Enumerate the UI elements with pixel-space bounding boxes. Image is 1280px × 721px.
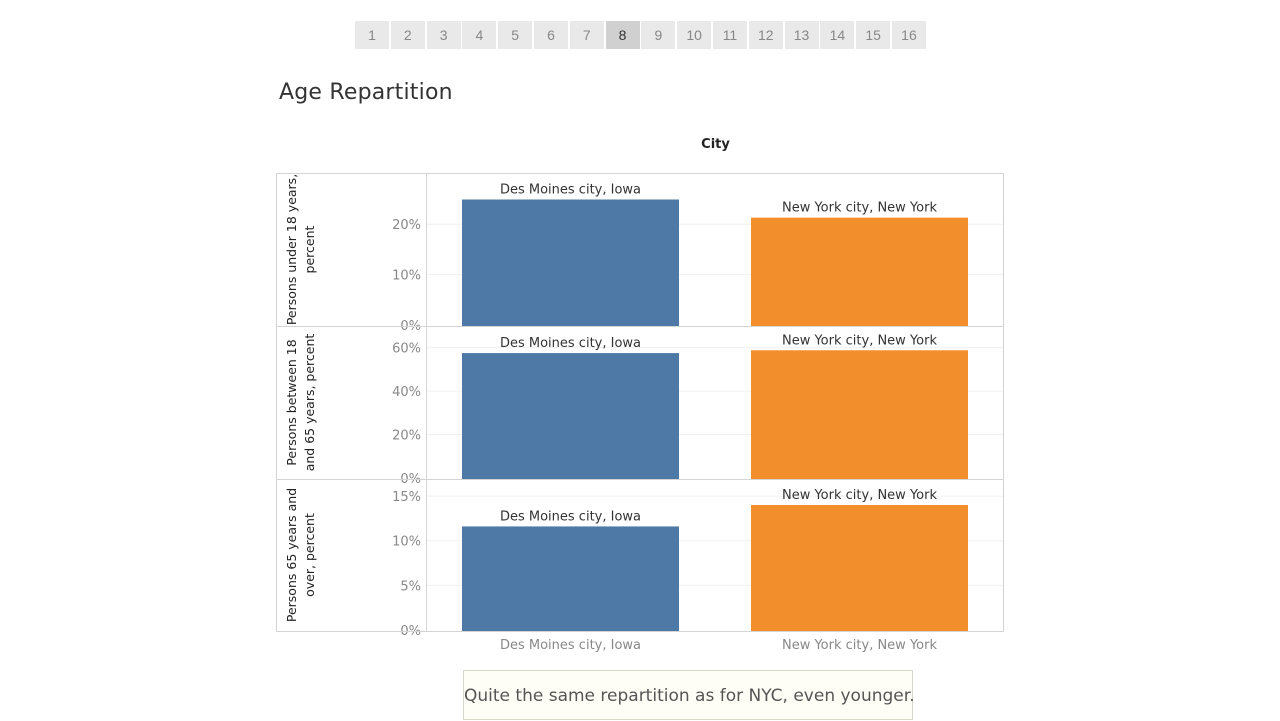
bar-label: New York city, New York <box>782 201 937 216</box>
bar <box>462 353 679 479</box>
bar <box>751 217 968 326</box>
page-button-15[interactable]: 15 <box>856 21 891 49</box>
y-tick-label: 15% <box>392 490 421 505</box>
page-button-1[interactable]: 1 <box>355 21 389 49</box>
column-header: City <box>701 137 730 152</box>
y-tick-label: 40% <box>392 385 421 400</box>
chart-frame <box>276 173 1004 632</box>
y-tick-label: 20% <box>392 218 421 233</box>
row-header-line: over, percent <box>302 513 317 597</box>
page-button-8[interactable]: 8 <box>605 21 640 49</box>
x-tick-label: Des Moines city, Iowa <box>500 638 641 653</box>
page-button-11[interactable]: 11 <box>712 21 747 49</box>
page-button-7[interactable]: 7 <box>569 21 604 49</box>
bar <box>751 350 968 479</box>
bar-label: Des Moines city, Iowa <box>500 509 641 524</box>
bar-label: New York city, New York <box>782 488 937 503</box>
page-button-3[interactable]: 3 <box>426 21 461 49</box>
row-header-line: percent <box>302 225 317 273</box>
annotation-caption: Quite the same repartition as for NYC, e… <box>463 670 915 720</box>
bar-label: Des Moines city, Iowa <box>500 336 641 351</box>
page-button-10[interactable]: 10 <box>677 21 712 49</box>
row-header-line: Persons under 18 years, <box>284 174 299 325</box>
page-button-9[interactable]: 9 <box>641 21 676 49</box>
page-button-13[interactable]: 13 <box>784 21 819 49</box>
page-button-12[interactable]: 12 <box>748 21 783 49</box>
y-tick-label: 20% <box>392 429 421 444</box>
bar <box>462 199 679 326</box>
page-title: Age Repartition <box>279 80 453 105</box>
row-header-line: and 65 years, percent <box>302 334 317 472</box>
row-header-label: Persons under 18 years, percent <box>284 174 317 325</box>
bar <box>462 526 679 631</box>
row-header-label: Persons between 18 and 65 years, percent <box>284 334 317 472</box>
page-button-14[interactable]: 14 <box>820 21 855 49</box>
row-header-line: Persons 65 years and <box>284 488 299 622</box>
pagination: 1 2 3 4 5 6 7 8 9 10 11 12 13 14 15 16 <box>355 21 928 49</box>
row-header-label: Persons 65 years and over, percent <box>284 488 317 622</box>
page-button-4[interactable]: 4 <box>462 21 497 49</box>
y-tick-label: 10% <box>392 269 421 284</box>
y-tick-label: 60% <box>392 342 421 357</box>
y-tick-label: 10% <box>392 535 421 550</box>
page-button-16[interactable]: 16 <box>891 21 926 49</box>
row-header-line: Persons between 18 <box>284 339 299 465</box>
bar <box>751 505 968 631</box>
y-tick-label: 5% <box>400 579 421 594</box>
x-tick-label: New York city, New York <box>782 638 937 653</box>
page-button-2[interactable]: 2 <box>390 21 425 49</box>
page-button-5[interactable]: 5 <box>498 21 533 49</box>
bar-label: Des Moines city, Iowa <box>500 183 641 198</box>
bar-label: New York city, New York <box>782 333 937 348</box>
page-button-6[interactable]: 6 <box>533 21 568 49</box>
